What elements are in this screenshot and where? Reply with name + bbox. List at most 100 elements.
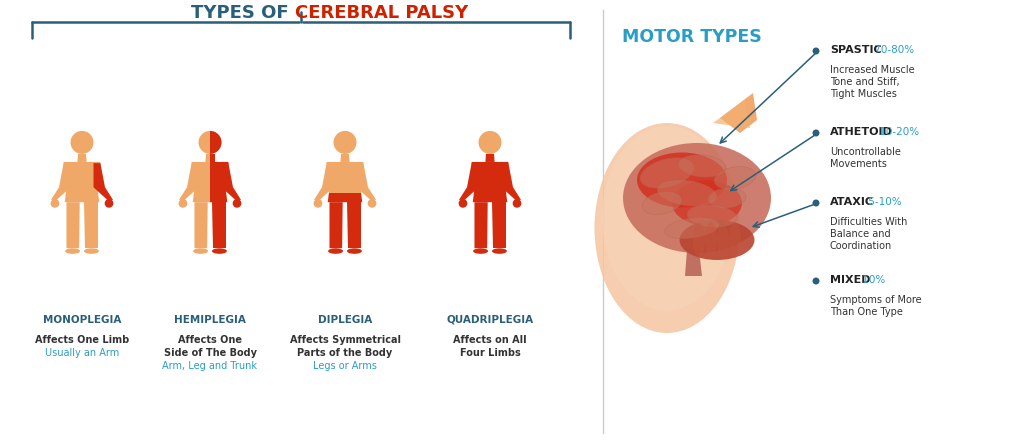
Polygon shape [84, 202, 97, 248]
Ellipse shape [66, 249, 80, 254]
Polygon shape [328, 193, 362, 202]
Text: Legs or Arms: Legs or Arms [313, 361, 377, 371]
Circle shape [313, 199, 323, 208]
Ellipse shape [705, 222, 717, 257]
Text: CEREBRAL PALSY: CEREBRAL PALSY [295, 4, 468, 22]
Text: DIPLEGIA: DIPLEGIA [317, 315, 372, 325]
Text: MONOPLEGIA: MONOPLEGIA [43, 315, 121, 325]
Polygon shape [206, 154, 215, 162]
Text: Affects One Limb: Affects One Limb [35, 335, 129, 345]
Text: Uncontrollable: Uncontrollable [830, 147, 901, 157]
Ellipse shape [637, 152, 727, 207]
Polygon shape [179, 163, 199, 200]
Text: 10%: 10% [859, 275, 886, 285]
Text: Tone and Stiff,: Tone and Stiff, [830, 77, 900, 87]
Polygon shape [713, 100, 750, 128]
Text: Affects One
Side of The Body: Affects One Side of The Body [164, 335, 256, 358]
Ellipse shape [492, 249, 507, 254]
Polygon shape [485, 154, 495, 162]
Ellipse shape [729, 222, 741, 257]
Ellipse shape [623, 143, 771, 253]
Ellipse shape [347, 249, 361, 254]
Ellipse shape [678, 155, 726, 177]
Ellipse shape [672, 180, 742, 225]
Polygon shape [330, 202, 343, 248]
Polygon shape [93, 163, 113, 200]
Text: Than One Type: Than One Type [830, 307, 903, 317]
Text: Movements: Movements [830, 159, 887, 169]
Text: MOTOR TYPES: MOTOR TYPES [622, 28, 762, 46]
Ellipse shape [714, 167, 756, 190]
Polygon shape [210, 193, 227, 202]
Circle shape [812, 47, 819, 54]
Polygon shape [474, 202, 487, 248]
Wedge shape [210, 131, 221, 154]
Polygon shape [191, 162, 228, 193]
Text: Symptoms of More: Symptoms of More [830, 295, 922, 305]
Polygon shape [502, 163, 521, 200]
Ellipse shape [665, 218, 719, 239]
Polygon shape [65, 193, 99, 202]
Circle shape [232, 199, 242, 208]
Text: Difficulties With: Difficulties With [830, 217, 907, 227]
Ellipse shape [717, 222, 729, 257]
Text: SPASTIC: SPASTIC [830, 45, 882, 55]
Text: 5-10%: 5-10% [865, 197, 901, 207]
Ellipse shape [640, 158, 694, 188]
Text: Coordination: Coordination [830, 241, 892, 251]
Circle shape [178, 199, 187, 208]
Polygon shape [63, 162, 100, 193]
Ellipse shape [194, 249, 208, 254]
Text: Increased Muscle: Increased Muscle [830, 65, 914, 75]
Polygon shape [67, 202, 80, 248]
Text: QUADRIPLEGIA: QUADRIPLEGIA [446, 315, 534, 325]
Text: ATHETOID: ATHETOID [830, 127, 893, 137]
Circle shape [812, 277, 819, 284]
Ellipse shape [328, 249, 343, 254]
Polygon shape [210, 154, 215, 162]
Text: Affects on All
Four Limbs: Affects on All Four Limbs [454, 335, 526, 358]
Polygon shape [347, 202, 360, 248]
Polygon shape [51, 163, 71, 200]
Polygon shape [340, 154, 349, 162]
Ellipse shape [595, 123, 739, 333]
Ellipse shape [473, 249, 488, 254]
Polygon shape [685, 250, 702, 276]
Polygon shape [459, 163, 478, 200]
Ellipse shape [693, 222, 705, 257]
Ellipse shape [642, 191, 682, 214]
Polygon shape [472, 162, 508, 193]
Polygon shape [212, 202, 225, 248]
Polygon shape [193, 193, 227, 202]
Text: Tight Muscles: Tight Muscles [830, 89, 897, 99]
Circle shape [71, 131, 93, 154]
Polygon shape [195, 202, 208, 248]
Circle shape [334, 131, 356, 154]
Polygon shape [210, 162, 228, 193]
Ellipse shape [84, 249, 99, 254]
Ellipse shape [680, 220, 755, 260]
Ellipse shape [657, 180, 717, 206]
Circle shape [812, 199, 819, 206]
Circle shape [513, 199, 521, 208]
Polygon shape [720, 93, 757, 133]
Text: MIXED: MIXED [830, 275, 870, 285]
Text: TYPES OF: TYPES OF [191, 4, 295, 22]
Circle shape [50, 199, 59, 208]
Circle shape [459, 199, 467, 208]
Polygon shape [473, 193, 507, 202]
Polygon shape [356, 163, 376, 200]
Circle shape [104, 199, 114, 208]
Circle shape [478, 131, 502, 154]
Text: Affects Symmetrical
Parts of the Body: Affects Symmetrical Parts of the Body [290, 335, 400, 358]
Circle shape [368, 199, 377, 208]
Text: Arm, Leg and Trunk: Arm, Leg and Trunk [163, 361, 257, 371]
Text: Balance and: Balance and [830, 229, 891, 239]
Text: Usually an Arm: Usually an Arm [45, 348, 119, 358]
Text: HEMIPLEGIA: HEMIPLEGIA [174, 315, 246, 325]
Ellipse shape [708, 188, 745, 208]
Polygon shape [314, 163, 334, 200]
Polygon shape [493, 202, 506, 248]
Polygon shape [78, 154, 87, 162]
Text: ATAXIC: ATAXIC [830, 197, 874, 207]
